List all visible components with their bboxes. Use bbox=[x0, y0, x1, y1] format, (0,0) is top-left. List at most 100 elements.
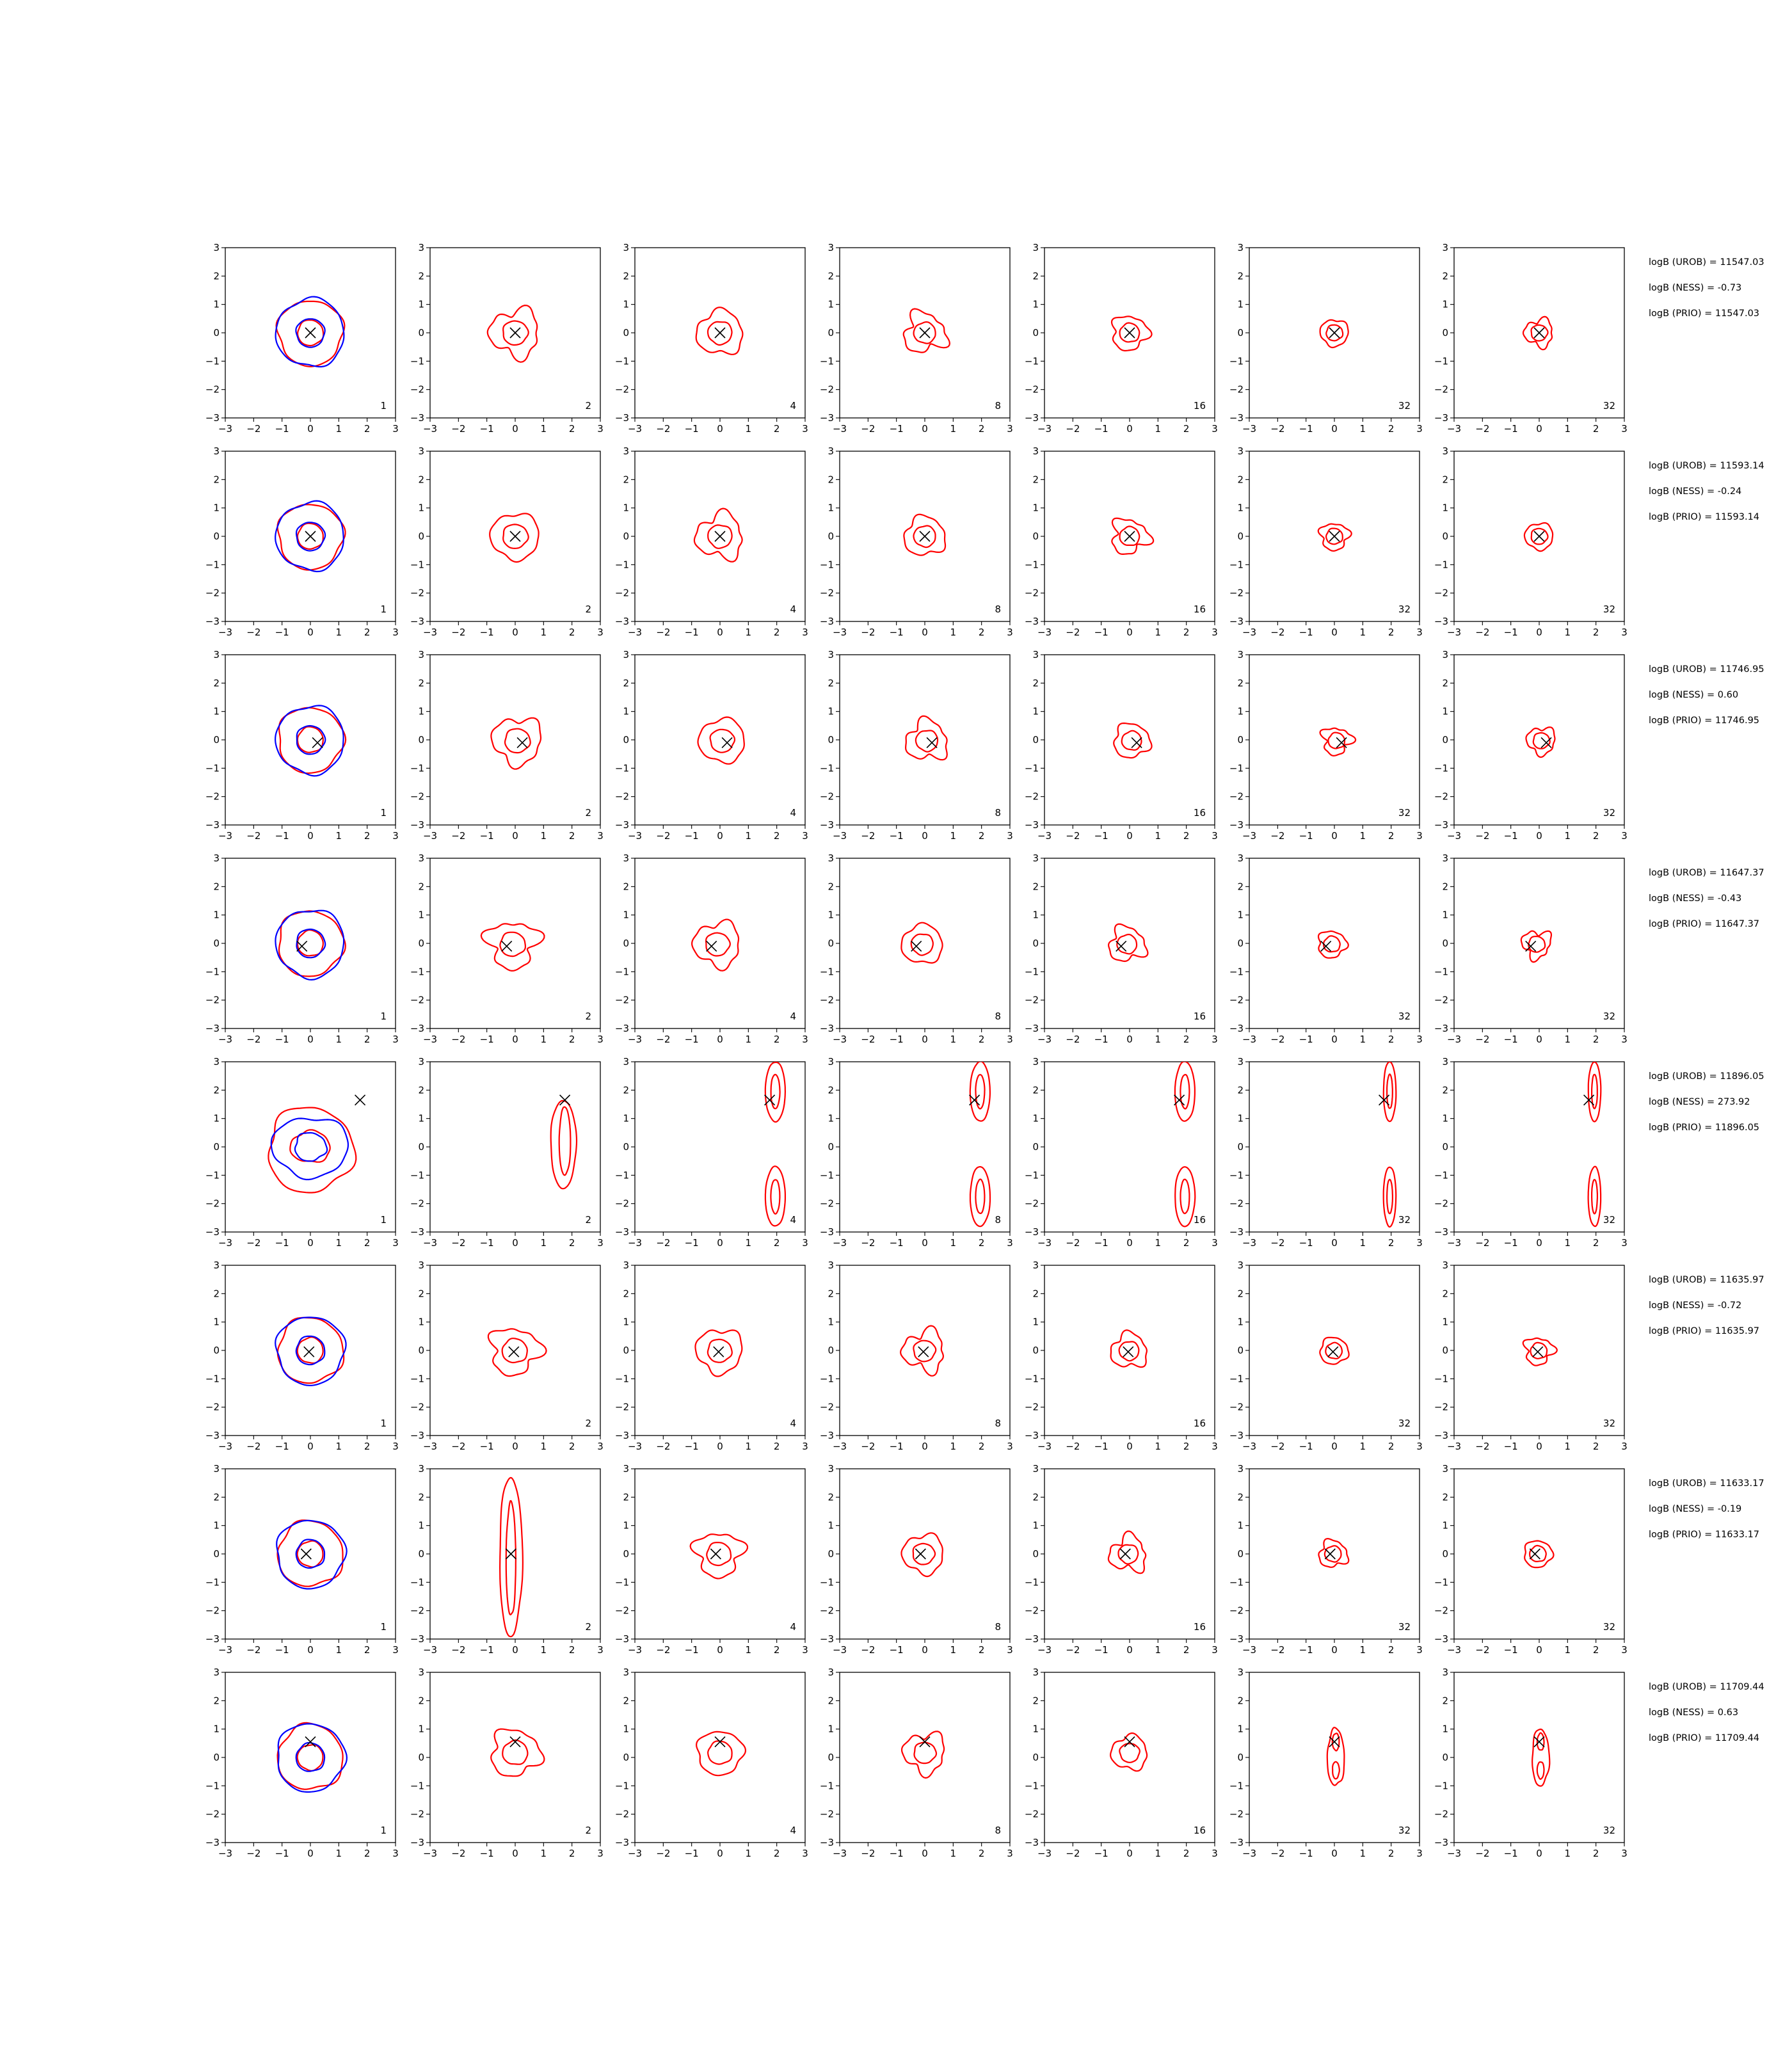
y-tick-label: −1 bbox=[1229, 1373, 1244, 1384]
red-contour bbox=[1327, 732, 1346, 749]
x-tick-label: 3 bbox=[597, 1441, 604, 1452]
y-tick-label: 0 bbox=[828, 938, 834, 949]
panel-count-label: 1 bbox=[380, 400, 387, 412]
true-point-marker bbox=[1327, 1346, 1339, 1357]
x-tick-label: −1 bbox=[1299, 1644, 1313, 1656]
y-tick-label: −3 bbox=[205, 1633, 220, 1645]
x-tick-label: 0 bbox=[1126, 1034, 1133, 1045]
x-tick-label: 2 bbox=[364, 627, 371, 638]
x-tick-label: 1 bbox=[541, 1644, 547, 1656]
y-tick-label: 3 bbox=[213, 1463, 220, 1475]
y-tick-label: 1 bbox=[418, 1724, 424, 1735]
red-contour bbox=[1110, 1329, 1148, 1368]
y-tick-label: 0 bbox=[1237, 327, 1244, 339]
panel-count-label: 4 bbox=[790, 604, 796, 615]
red-contour bbox=[1587, 1165, 1602, 1228]
y-tick-label: 0 bbox=[1442, 734, 1448, 746]
y-tick-label: 1 bbox=[1237, 1724, 1244, 1735]
x-tick-label: −1 bbox=[1094, 1848, 1108, 1859]
true-point-marker bbox=[1533, 531, 1545, 542]
true-point-marker bbox=[300, 1548, 312, 1560]
y-tick-label: −1 bbox=[1025, 1780, 1039, 1791]
true-point-marker bbox=[501, 940, 513, 952]
x-tick-label: 2 bbox=[364, 423, 371, 435]
y-tick-label: 1 bbox=[213, 909, 220, 921]
y-tick-label: −2 bbox=[1229, 384, 1244, 396]
y-tick-label: 0 bbox=[1032, 938, 1039, 949]
y-tick-label: −2 bbox=[205, 1198, 220, 1210]
x-tick-label: 1 bbox=[746, 830, 752, 842]
x-tick-label: 3 bbox=[1212, 1848, 1218, 1859]
y-tick-label: −3 bbox=[820, 1226, 834, 1238]
y-tick-label: −2 bbox=[410, 384, 424, 396]
y-tick-label: 3 bbox=[828, 649, 834, 660]
y-tick-label: −1 bbox=[615, 355, 629, 367]
y-tick-label: 3 bbox=[213, 1260, 220, 1271]
red-contour bbox=[913, 321, 936, 344]
y-tick-label: −1 bbox=[820, 559, 834, 570]
y-tick-label: −1 bbox=[1434, 559, 1448, 570]
panel-r8-c3: −3−3 −2 −2 −1 −1 0 0 1 1 2 2 3 3 4 bbox=[615, 1667, 808, 1859]
x-tick-label: 2 bbox=[774, 1848, 780, 1859]
red-contour bbox=[969, 1062, 991, 1122]
panel-r2-c7: −3−3 −2 −2 −1 −1 0 0 1 1 2 2 3 3 32 bbox=[1434, 445, 1628, 638]
red-contour bbox=[1591, 1073, 1598, 1110]
x-tick-label: 2 bbox=[1183, 423, 1190, 435]
y-tick-label: 3 bbox=[1442, 1667, 1448, 1678]
x-tick-label: 0 bbox=[1536, 830, 1542, 842]
x-tick-label: 1 bbox=[1565, 1034, 1571, 1045]
x-tick-label: −3 bbox=[423, 1644, 437, 1656]
y-tick-label: −2 bbox=[410, 588, 424, 599]
red-contour bbox=[499, 1476, 524, 1638]
x-tick-label: 3 bbox=[1621, 1848, 1628, 1859]
y-tick-label: 2 bbox=[623, 270, 629, 282]
y-tick-label: −1 bbox=[1434, 1576, 1448, 1588]
panel-count-label: 16 bbox=[1194, 1825, 1206, 1836]
y-tick-label: 0 bbox=[418, 1345, 424, 1356]
y-tick-label: −1 bbox=[205, 1373, 220, 1384]
panel-count-label: 1 bbox=[380, 604, 387, 615]
x-tick-label: 1 bbox=[746, 1848, 752, 1859]
x-tick-label: −3 bbox=[628, 627, 642, 638]
panel-count-label: 32 bbox=[1398, 1214, 1411, 1226]
y-tick-label: 2 bbox=[1442, 1288, 1448, 1299]
x-tick-label: 2 bbox=[569, 423, 575, 435]
panel-count-label: 32 bbox=[1603, 1418, 1615, 1429]
x-tick-label: 2 bbox=[979, 1848, 985, 1859]
red-contour bbox=[1325, 324, 1344, 342]
x-tick-label: 1 bbox=[1155, 423, 1162, 435]
x-tick-label: 0 bbox=[512, 1644, 518, 1656]
red-contour bbox=[276, 1316, 345, 1384]
x-tick-label: 3 bbox=[1007, 1441, 1013, 1452]
y-tick-label: 3 bbox=[623, 1463, 629, 1475]
x-tick-label: 1 bbox=[1360, 830, 1366, 842]
y-tick-label: −1 bbox=[1025, 1169, 1039, 1181]
x-tick-label: −2 bbox=[1066, 1441, 1080, 1452]
x-tick-label: 3 bbox=[1007, 423, 1013, 435]
x-tick-label: 2 bbox=[1593, 627, 1599, 638]
y-tick-label: 1 bbox=[418, 1113, 424, 1124]
y-tick-label: −3 bbox=[410, 412, 424, 424]
red-contour bbox=[1525, 726, 1556, 758]
axes-frame bbox=[429, 1061, 601, 1233]
true-point-marker bbox=[1320, 940, 1332, 952]
x-tick-label: 3 bbox=[1621, 1644, 1628, 1656]
blue-contour bbox=[276, 1519, 348, 1590]
x-tick-label: −3 bbox=[833, 1644, 847, 1656]
y-tick-label: −3 bbox=[615, 1226, 629, 1238]
y-tick-label: 3 bbox=[1442, 1463, 1448, 1475]
x-tick-label: −2 bbox=[1270, 1237, 1284, 1249]
x-tick-label: 2 bbox=[1388, 423, 1395, 435]
x-tick-label: −1 bbox=[685, 1237, 699, 1249]
panel-count-label: 16 bbox=[1194, 807, 1206, 819]
y-tick-label: −2 bbox=[205, 995, 220, 1006]
x-tick-label: 3 bbox=[1621, 1441, 1628, 1452]
x-tick-label: −3 bbox=[1242, 1237, 1256, 1249]
x-tick-label: 0 bbox=[307, 1848, 314, 1859]
x-tick-label: −1 bbox=[685, 1034, 699, 1045]
true-point-marker bbox=[710, 1548, 721, 1560]
x-tick-label: 0 bbox=[1126, 627, 1133, 638]
red-contour bbox=[709, 728, 736, 753]
x-tick-label: 2 bbox=[1388, 1237, 1395, 1249]
red-contour bbox=[296, 929, 324, 957]
